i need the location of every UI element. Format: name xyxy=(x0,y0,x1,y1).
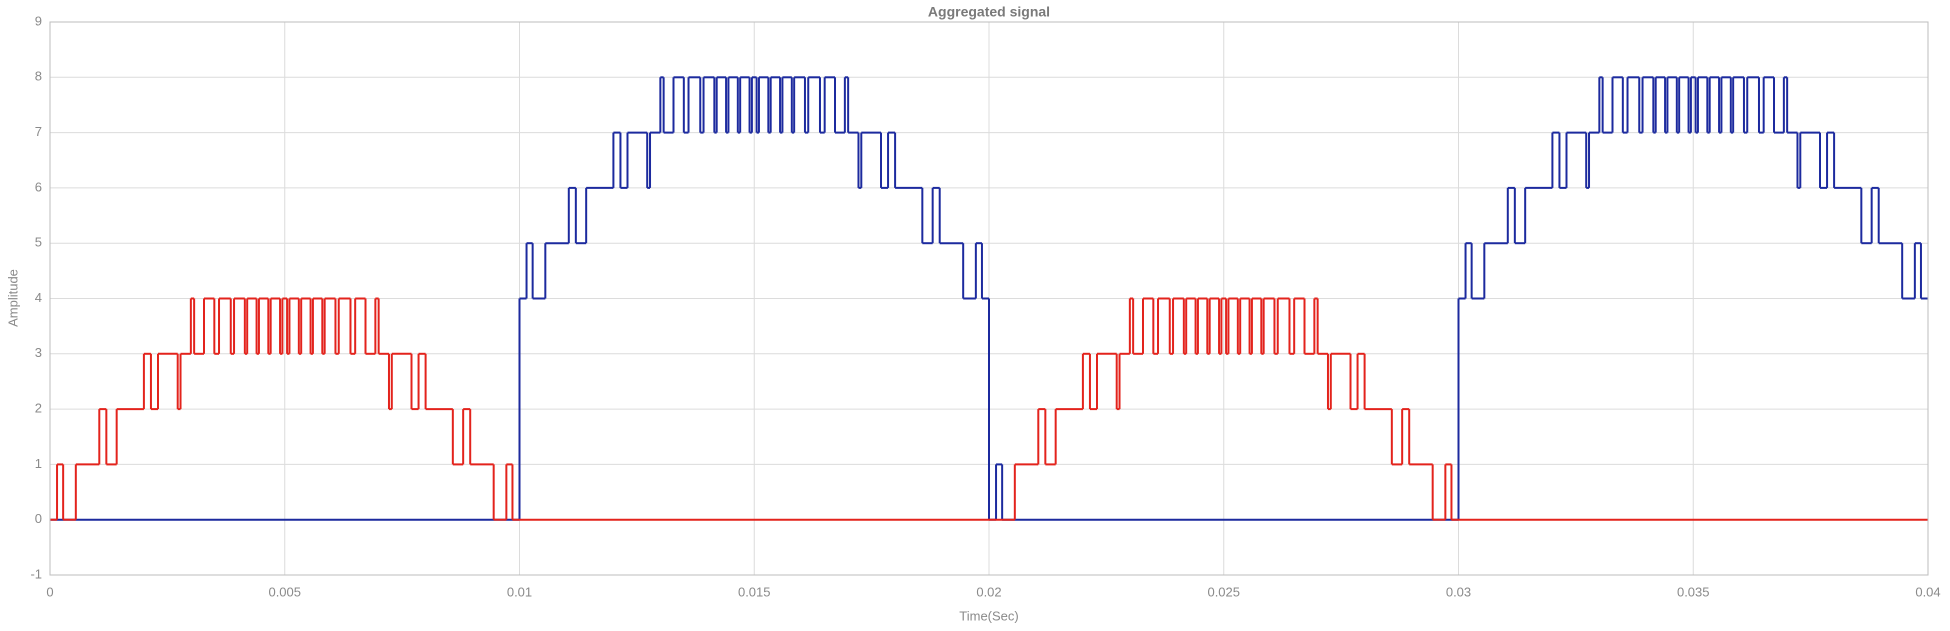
series xyxy=(50,76,1928,521)
x-tick-label: 0.015 xyxy=(738,584,771,599)
x-tick-label: 0.02 xyxy=(976,584,1001,599)
y-tick-label: 9 xyxy=(35,13,42,28)
y-axis-label: Amplitude xyxy=(5,269,20,327)
y-tick-label: 2 xyxy=(35,401,42,416)
chart-title: Aggregated signal xyxy=(928,4,1050,20)
x-tick-label: 0.025 xyxy=(1207,584,1240,599)
y-tick-label: 6 xyxy=(35,179,42,194)
x-tick-label: 0.005 xyxy=(268,584,301,599)
x-tick-label: 0.035 xyxy=(1677,584,1710,599)
y-tick-label: 1 xyxy=(35,456,42,471)
x-tick-label: 0.03 xyxy=(1446,584,1471,599)
series xyxy=(50,297,1928,521)
x-tick-label: 0.04 xyxy=(1915,584,1940,599)
y-tick-label: 5 xyxy=(35,235,42,250)
y-tick-label: 4 xyxy=(35,290,42,305)
y-tick-label: 3 xyxy=(35,345,42,360)
y-tick-label: -1 xyxy=(30,566,42,581)
y-tick-label: 8 xyxy=(35,69,42,84)
plot-area xyxy=(50,76,1928,521)
x-axis-label: Time(Sec) xyxy=(959,608,1018,623)
y-tick-label: 7 xyxy=(35,124,42,139)
x-tick-label: 0.01 xyxy=(507,584,532,599)
y-tick-label: 0 xyxy=(35,511,42,526)
plot-frame xyxy=(49,21,1929,576)
x-tick-label: 0 xyxy=(46,584,53,599)
